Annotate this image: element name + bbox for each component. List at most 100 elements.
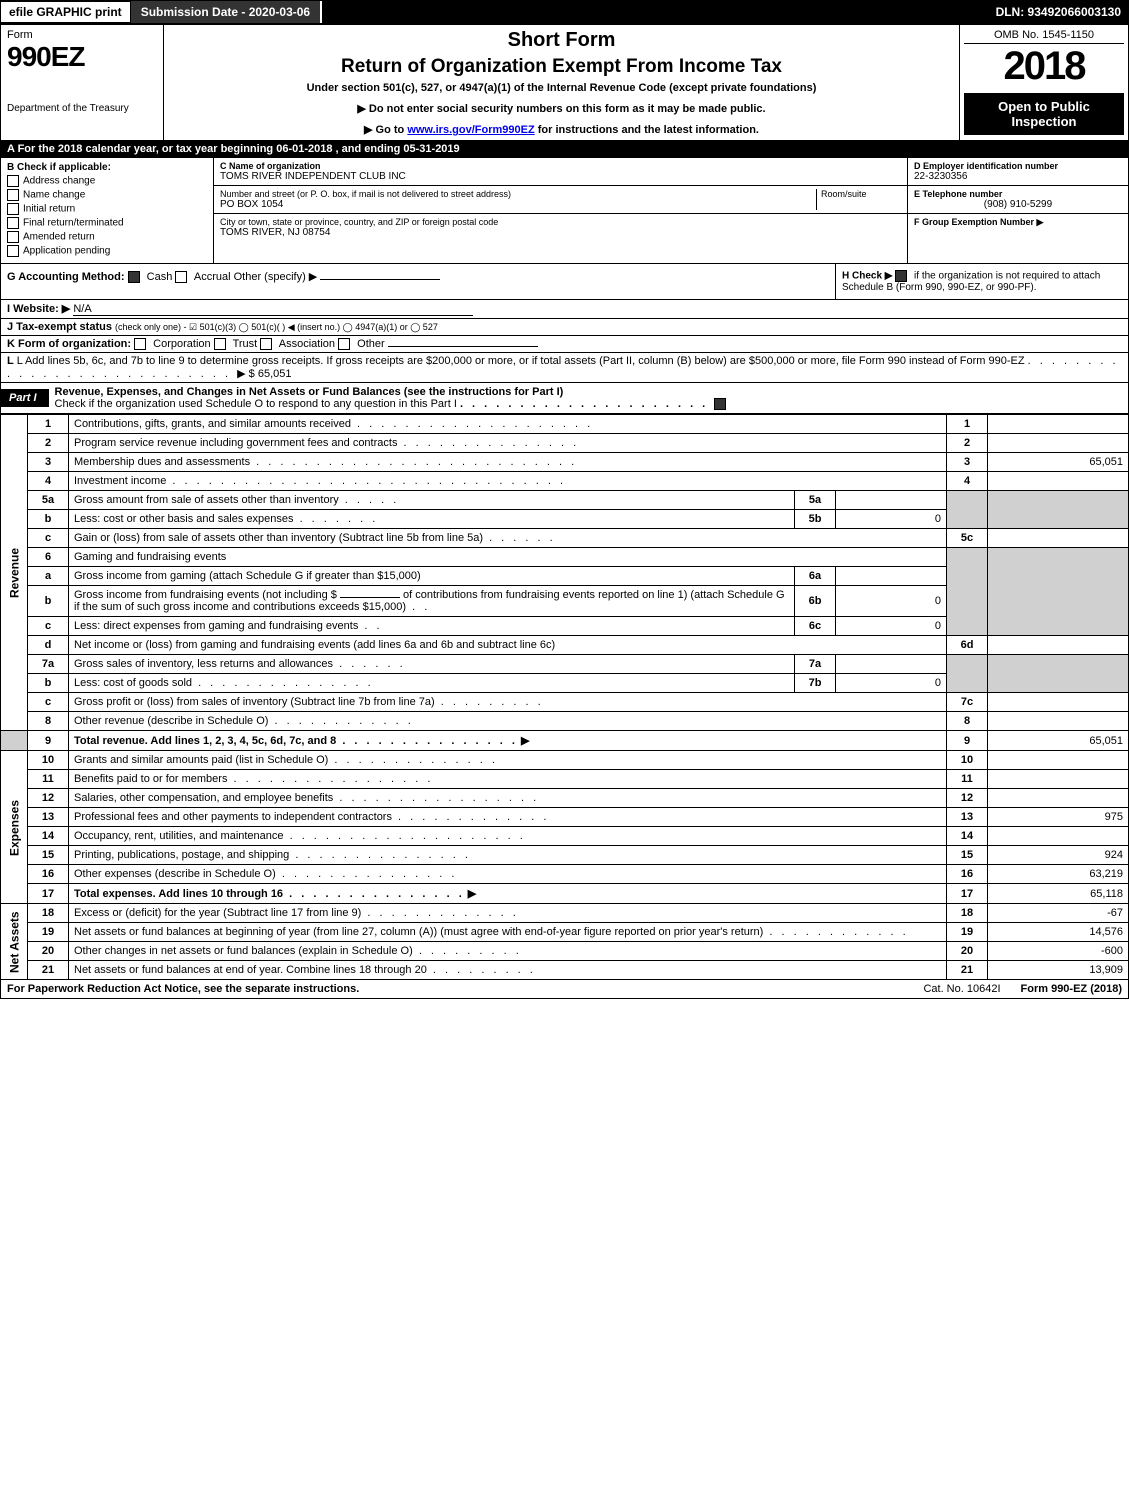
header-left: Form 990EZ Department of the Treasury [1,25,164,140]
section-i: I Website: ▶ N/A [0,300,1129,319]
line-7c: c Gross profit or (loss) from sales of i… [1,693,1129,712]
section-d: D Employer identification number 22-3230… [907,158,1128,263]
under-section: Under section 501(c), 527, or 4947(a)(1)… [174,82,949,94]
dln: DLN: 93492066003130 [996,5,1129,19]
line-15: 15 Printing, publications, postage, and … [1,846,1129,865]
checkbox-trust[interactable] [214,338,226,350]
line-13: 13 Professional fees and other payments … [1,808,1129,827]
checkbox-name-change[interactable]: Name change [7,189,207,201]
checkbox-final-return[interactable]: Final return/terminated [7,217,207,229]
line-21: 21 Net assets or fund balances at end of… [1,961,1129,980]
checkbox-schedule-b[interactable] [895,270,907,282]
checkbox-cash[interactable] [128,271,140,283]
line-8: 8 Other revenue (describe in Schedule O)… [1,712,1129,731]
line-18: Net Assets 18 Excess or (deficit) for th… [1,904,1129,923]
line-1: Revenue 1 Contributions, gifts, grants, … [1,415,1129,434]
line-6d: d Net income or (loss) from gaming and f… [1,636,1129,655]
line-16: 16 Other expenses (describe in Schedule … [1,865,1129,884]
checkbox-association[interactable] [260,338,272,350]
city-value: TOMS RIVER, NJ 08754 [220,227,901,238]
line-4: 4 Investment income . . . . . . . . . . … [1,472,1129,491]
footer-left: For Paperwork Reduction Act Notice, see … [7,983,903,995]
section-k: K Form of organization: Corporation Trus… [0,336,1129,353]
short-form-title: Short Form [174,29,949,52]
checkbox-schedule-o[interactable] [714,398,726,410]
checkbox-other-org[interactable] [338,338,350,350]
section-g-label: G Accounting Method: [7,271,125,283]
line-5c: c Gain or (loss) from sale of assets oth… [1,529,1129,548]
part-1-title: Revenue, Expenses, and Changes in Net As… [49,383,1128,413]
part-1-header: Part I Revenue, Expenses, and Changes in… [0,383,1129,414]
website-value: N/A [73,303,473,316]
section-h: H Check ▶ if the organization is not req… [835,264,1128,299]
line-19: 19 Net assets or fund balances at beginn… [1,923,1129,942]
city-label: City or town, state or province, country… [220,217,901,227]
sections-gh: G Accounting Method: Cash Accrual Other … [0,264,1129,300]
return-title: Return of Organization Exempt From Incom… [174,56,949,78]
phone-value: (908) 910-5299 [914,199,1122,210]
ein-block: D Employer identification number 22-3230… [908,158,1128,186]
line-2: 2 Program service revenue including gove… [1,434,1129,453]
group-exemption-label: F Group Exemption Number ▶ [914,217,1122,228]
checkbox-application-pending[interactable]: Application pending [7,245,207,257]
section-a-ending-label: , and ending [336,143,404,155]
section-l: L L Add lines 5b, 6c, and 7b to line 9 t… [0,353,1129,383]
footer-right: Form 990-EZ (2018) [1021,983,1122,995]
submission-date: Submission Date - 2020-03-06 [131,1,322,23]
room-suite-label: Room/suite [816,189,901,210]
form-label: Form [7,29,157,41]
go-to-link[interactable]: www.irs.gov/Form990EZ [407,124,534,136]
efile-print[interactable]: efile GRAPHIC print [0,1,131,23]
section-b: B Check if applicable: Address change Na… [1,158,214,263]
line-17: 17 Total expenses. Add lines 10 through … [1,884,1129,904]
org-name-block: C Name of organization TOMS RIVER INDEPE… [214,158,907,186]
top-bar: efile GRAPHIC print Submission Date - 20… [0,0,1129,24]
ein-value: 22-3230356 [914,171,1122,182]
section-g: G Accounting Method: Cash Accrual Other … [1,264,835,299]
checkbox-address-change[interactable]: Address change [7,175,207,187]
checkbox-corporation[interactable] [134,338,146,350]
header-center: Short Form Return of Organization Exempt… [164,25,959,140]
street-label: Number and street (or P. O. box, if mail… [220,189,816,199]
footer: For Paperwork Reduction Act Notice, see … [0,980,1129,999]
phone-block: E Telephone number (908) 910-5299 [908,186,1128,214]
part-1-check-text: Check if the organization used Schedule … [55,398,457,410]
line-9: 9 Total revenue. Add lines 1, 2, 3, 4, 5… [1,731,1129,751]
line-5a: 5a Gross amount from sale of assets othe… [1,491,1129,510]
checkbox-initial-return[interactable]: Initial return [7,203,207,215]
header-right: OMB No. 1545-1150 2018 Open to Public In… [959,25,1128,140]
section-j: J Tax-exempt status (check only one) - ☑… [0,319,1129,336]
section-k-label: K Form of organization: [7,338,131,350]
street-value: PO BOX 1054 [220,199,816,210]
line-11: 11 Benefits paid to or for members . . .… [1,770,1129,789]
section-a-prefix: A For the 2018 calendar year, or tax yea… [7,143,276,155]
side-label-expenses: Expenses [1,751,28,904]
other-org-line [388,346,538,347]
street-block: Number and street (or P. O. box, if mail… [214,186,907,214]
part-1-label: Part I [1,389,49,407]
section-c: C Name of organization TOMS RIVER INDEPE… [214,158,907,263]
side-label-net-assets: Net Assets [1,904,28,980]
section-b-label: B Check if applicable: [7,162,207,173]
go-to-prefix: ▶ Go to [364,124,407,136]
section-j-text: (check only one) - ☑ 501(c)(3) ◯ 501(c)(… [115,322,438,332]
do-not-enter: ▶ Do not enter social security numbers o… [174,102,949,115]
go-to-suffix: for instructions and the latest informat… [535,124,759,136]
open-to-public: Open to Public Inspection [964,93,1124,135]
section-j-label: J Tax-exempt status [7,321,112,333]
city-block: City or town, state or province, country… [214,214,907,241]
line-20: 20 Other changes in net assets or fund b… [1,942,1129,961]
checkbox-amended-return[interactable]: Amended return [7,231,207,243]
org-name: TOMS RIVER INDEPENDENT CLUB INC [220,171,901,182]
tax-year: 2018 [964,44,1124,89]
section-a-row: A For the 2018 calendar year, or tax yea… [0,141,1129,158]
form-header: Form 990EZ Department of the Treasury Sh… [0,24,1129,141]
ein-label: D Employer identification number [914,161,1122,171]
line-7a: 7a Gross sales of inventory, less return… [1,655,1129,674]
group-exemption-block: F Group Exemption Number ▶ [908,214,1128,231]
go-to-line: ▶ Go to www.irs.gov/Form990EZ for instru… [174,123,949,136]
form-number: 990EZ [7,41,157,73]
omb-number: OMB No. 1545-1150 [964,29,1124,44]
section-l-amount: ▶ $ 65,051 [237,368,291,380]
checkbox-accrual[interactable] [175,271,187,283]
